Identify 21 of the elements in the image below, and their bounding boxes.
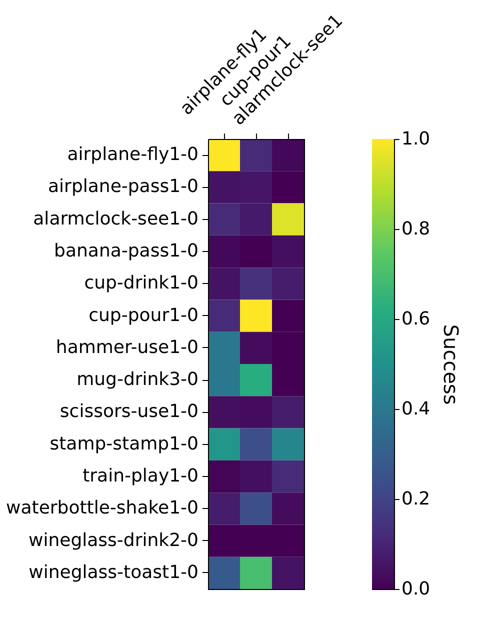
y-tick-label: banana-pass1-0 <box>54 240 198 262</box>
color-bar-label: 1.0 <box>402 128 430 150</box>
y-tick-label: alarmclock-see1-0 <box>33 208 198 230</box>
y-tick-label: cup-drink1-0 <box>84 272 198 294</box>
y-tick-label: mug-drink3-0 <box>76 369 198 390</box>
y-tick-label: airplane-pass1-0 <box>48 176 198 198</box>
y-tick-label: waterbottle-shake1-0 <box>6 498 198 519</box>
color-bar-label: 0.6 <box>402 308 430 330</box>
y-tick-label: cup-pour1-0 <box>88 304 198 326</box>
y-tick-label: wineglass-toast1-0 <box>28 562 198 583</box>
y-tick-label: hammer-use1-0 <box>56 336 198 358</box>
color-bar-label: 0.4 <box>402 398 430 420</box>
y-tick-label: airplane-fly1-0 <box>67 144 198 166</box>
y-tick-label: stamp-stamp1-0 <box>50 433 198 454</box>
color-bar-label: 0.0 <box>402 578 430 600</box>
y-tick-label: wineglass-drink2-0 <box>28 530 198 551</box>
y-tick-label: train-play1-0 <box>82 466 198 486</box>
color-bar-label: 0.8 <box>402 218 430 240</box>
color-bar-label: 0.2 <box>402 488 430 510</box>
color-bar-title: Success <box>439 324 464 405</box>
y-tick-label: scissors-use1-0 <box>60 401 198 422</box>
